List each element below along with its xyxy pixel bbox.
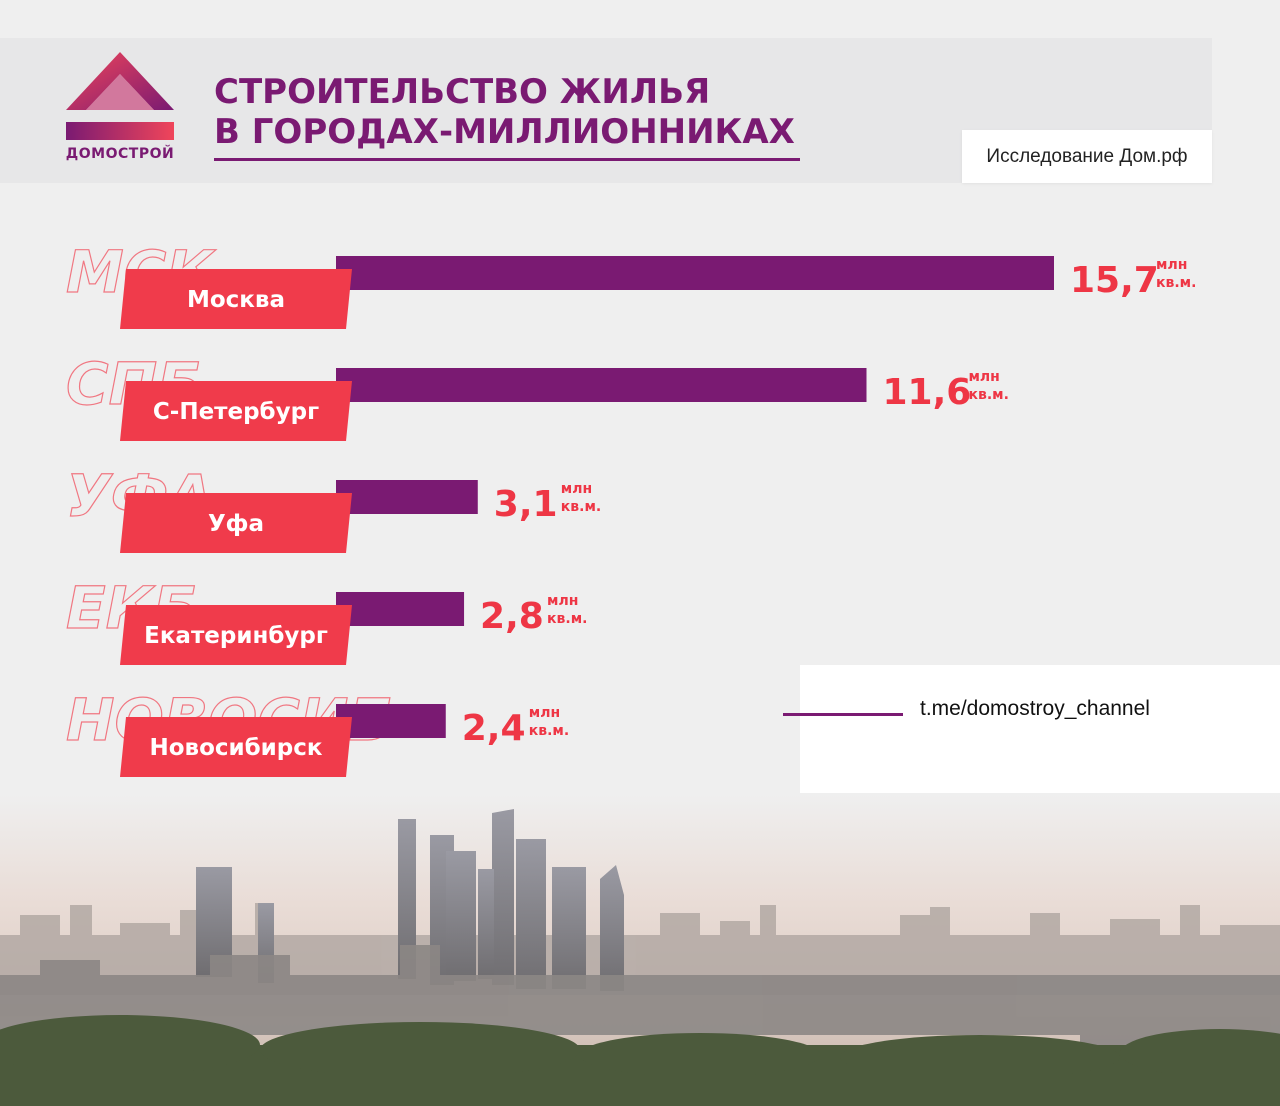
- bar: [336, 480, 478, 514]
- city-label: С-Петербург: [153, 399, 319, 425]
- logo-wordmark: ДОМОСТРОЙ: [65, 146, 175, 162]
- channel-link[interactable]: t.me/domostroy_channel: [920, 697, 1150, 720]
- bar: [336, 592, 465, 626]
- city-label-tag: [120, 381, 352, 441]
- city-label-tag: [120, 605, 352, 665]
- city-label-tag: [120, 717, 352, 777]
- title-underline: [214, 158, 800, 161]
- city-label: Новосибирск: [149, 735, 322, 761]
- value-label: 15,7: [1070, 260, 1159, 301]
- city-label: Екатеринбург: [144, 623, 328, 649]
- unit-label: млн: [561, 481, 592, 497]
- unit-label: кв.м.: [1156, 275, 1196, 291]
- bar: [336, 704, 446, 738]
- source-text: Исследование Дом.рф: [986, 145, 1188, 167]
- unit-label: кв.м.: [561, 499, 601, 515]
- unit-label: млн: [529, 705, 560, 721]
- unit-label: млн: [547, 593, 578, 609]
- page-title: СТРОИТЕЛЬСТВО ЖИЛЬЯ В ГОРОДАХ-МИЛЛИОННИК…: [214, 72, 795, 152]
- bar: [336, 368, 867, 402]
- unit-label: млн: [968, 369, 999, 385]
- unit-label: кв.м.: [547, 611, 587, 627]
- link-box: [800, 665, 1280, 793]
- value-label: 11,6: [882, 372, 971, 413]
- value-label: 2,4: [462, 708, 526, 749]
- title-line-1: СТРОИТЕЛЬСТВО ЖИЛЬЯ: [214, 72, 711, 112]
- city-label: Уфа: [208, 511, 264, 537]
- city-label-tag: [120, 269, 352, 329]
- city-label: Москва: [187, 287, 285, 313]
- source-box: Исследование Дом.рф: [962, 130, 1212, 183]
- unit-label: млн: [1156, 257, 1187, 273]
- bar: [336, 256, 1054, 290]
- city-label-tag: [120, 493, 352, 553]
- link-divider: [783, 713, 903, 716]
- title-line-2: В ГОРОДАХ-МИЛЛИОННИКАХ: [214, 112, 795, 152]
- domostroy-logo-icon: [66, 52, 174, 140]
- city-skyline-image: [0, 795, 1280, 1106]
- unit-label: кв.м.: [529, 723, 569, 739]
- unit-label: кв.м.: [968, 387, 1008, 403]
- value-label: 3,1: [494, 484, 558, 525]
- value-label: 2,8: [480, 596, 544, 637]
